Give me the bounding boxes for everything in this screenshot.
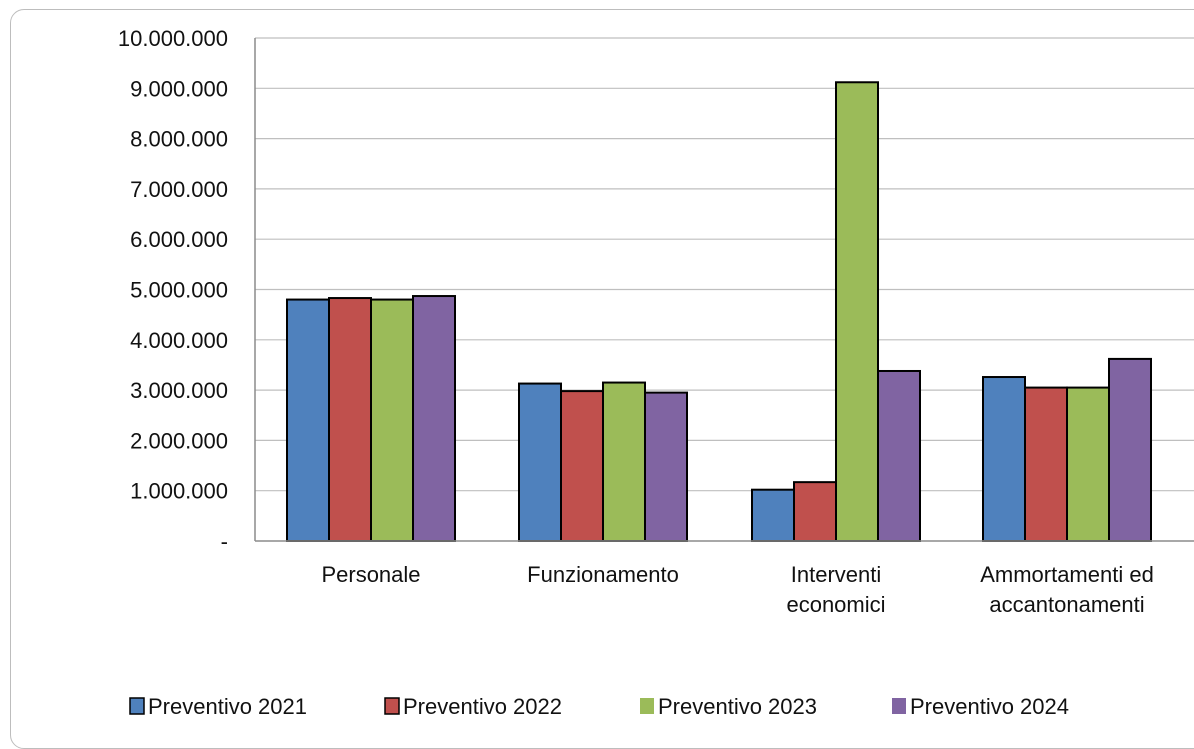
bar-preventivo-2022-cat-3 bbox=[793, 481, 837, 542]
y-tick-label: 9.000.000 bbox=[130, 76, 228, 101]
bar-preventivo-2021-cat-2 bbox=[518, 382, 562, 542]
legend-label: Preventivo 2024 bbox=[910, 694, 1069, 719]
legend-swatch bbox=[892, 698, 906, 714]
bar-preventivo-2023-cat-2 bbox=[602, 381, 646, 542]
y-tick-label: 3.000.000 bbox=[130, 378, 228, 403]
bar-preventivo-2023-cat-3 bbox=[835, 81, 879, 542]
y-tick-label: 5.000.000 bbox=[130, 278, 228, 303]
y-tick-label: 8.000.000 bbox=[130, 127, 228, 152]
legend-label: Preventivo 2021 bbox=[148, 694, 307, 719]
bar-preventivo-2022-cat-1 bbox=[328, 297, 372, 542]
y-tick-label: 4.000.000 bbox=[130, 328, 228, 353]
legend: Preventivo 2021 Preventivo 2022 Preventivo… bbox=[129, 694, 1069, 719]
y-tick-label: - bbox=[221, 529, 228, 554]
legend-swatch bbox=[384, 697, 400, 715]
legend-label: Preventivo 2023 bbox=[658, 694, 817, 719]
y-tick-label: 1.000.000 bbox=[130, 479, 228, 504]
legend-label: Preventivo 2022 bbox=[403, 694, 562, 719]
y-tick-label: 6.000.000 bbox=[130, 227, 228, 252]
category-label: Funzionamento bbox=[527, 562, 679, 587]
bar-preventivo-2022-cat-2 bbox=[560, 390, 604, 542]
legend-swatch bbox=[640, 698, 654, 714]
y-tick-label: 10.000.000 bbox=[118, 26, 228, 51]
category-label: Personale bbox=[321, 562, 420, 587]
bar-preventivo-2024-cat-1 bbox=[412, 295, 456, 542]
category-label: Ammortamenti ed accantonamenti bbox=[980, 562, 1154, 617]
category-labels: Personale Funzionamento Interventi economic… bbox=[321, 562, 1153, 617]
bar-preventivo-2022-cat-4 bbox=[1024, 386, 1068, 542]
bar-preventivo-2021-cat-1 bbox=[286, 298, 330, 542]
legend-swatch bbox=[129, 697, 145, 715]
bar-preventivo-2024-cat-2 bbox=[644, 391, 688, 542]
bar-preventivo-2023-cat-1 bbox=[370, 298, 414, 542]
bar-preventivo-2021-cat-4 bbox=[982, 376, 1026, 542]
bars bbox=[286, 81, 1152, 542]
y-tick-label: 2.000.000 bbox=[130, 428, 228, 453]
bar-preventivo-2024-cat-4 bbox=[1108, 357, 1152, 542]
bar-preventivo-2023-cat-4 bbox=[1066, 386, 1110, 542]
y-tick-label: 7.000.000 bbox=[130, 177, 228, 202]
bar-preventivo-2024-cat-3 bbox=[877, 369, 921, 542]
category-label: Interventi economici bbox=[786, 562, 885, 617]
axes bbox=[254, 38, 1194, 542]
y-tick-labels: - 1.000.000 2.000.000 3.000.000 4.000.000 5.0… bbox=[118, 26, 228, 554]
bar-preventivo-2021-cat-3 bbox=[751, 488, 795, 542]
